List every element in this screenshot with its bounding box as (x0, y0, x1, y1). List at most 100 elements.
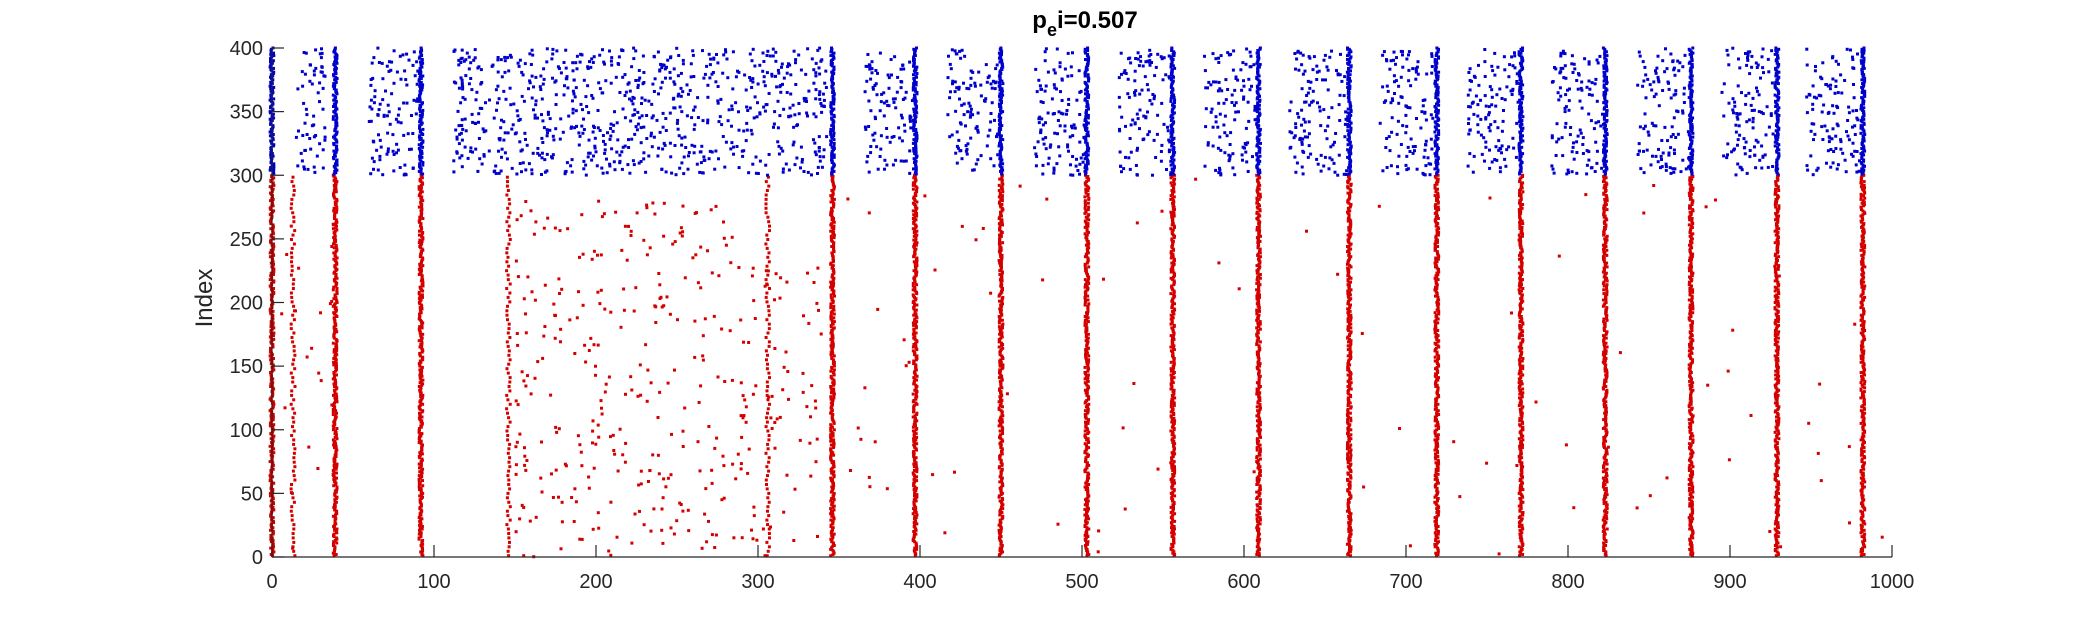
spike-point (1520, 411, 1524, 415)
spike-point (767, 309, 771, 313)
spike-point (830, 497, 834, 500)
spike-point (417, 427, 421, 430)
spike-point (913, 223, 917, 227)
spike-point (506, 273, 510, 277)
spike-point (913, 494, 916, 498)
spike-point (1349, 341, 1353, 345)
spike-point (334, 444, 338, 448)
spike-point (1434, 279, 1438, 283)
spike-point (1085, 528, 1089, 532)
spike-point (998, 421, 1002, 425)
spike-point (334, 343, 338, 346)
spike-point (915, 378, 919, 382)
spike-point (292, 358, 296, 362)
spike-point (1173, 177, 1177, 181)
spike-point (1518, 392, 1522, 396)
spike-point (911, 332, 915, 336)
spike-point (1345, 509, 1349, 513)
spike-point (505, 429, 509, 433)
spike-point (1687, 489, 1691, 493)
spike-point (1347, 340, 1350, 344)
spike-point (765, 246, 769, 250)
spike-point (912, 500, 916, 504)
spike-point (332, 316, 336, 320)
spike-point (1602, 479, 1606, 483)
spike-point (1172, 199, 1175, 203)
spike-point (505, 496, 509, 500)
spike-point (1083, 315, 1087, 318)
spike-point (335, 373, 338, 377)
spike-point (1000, 318, 1004, 322)
spike-point (1171, 430, 1175, 434)
spike-point (1862, 362, 1866, 366)
spike-point (1258, 340, 1262, 344)
spike-point (332, 251, 336, 255)
spike-point (912, 269, 916, 273)
spike-point (1434, 551, 1438, 555)
spike-point (292, 527, 296, 531)
spike-point (911, 227, 915, 231)
spike-point (421, 382, 425, 386)
spike-point (768, 224, 771, 228)
spike-point (915, 283, 919, 287)
spike-point (1256, 321, 1260, 325)
spike-point (1436, 525, 1440, 528)
spike-point (1602, 320, 1606, 324)
spike-point (508, 540, 511, 544)
spike-point (830, 533, 834, 537)
spike-point (292, 549, 296, 553)
spike-point (1433, 175, 1437, 178)
spike-point (1086, 320, 1090, 324)
spike-point (1689, 227, 1693, 231)
spike-point (1774, 369, 1778, 373)
spike-point (1172, 211, 1176, 215)
spike-point (1602, 481, 1606, 485)
spike-point (1085, 526, 1089, 530)
spike-point (1433, 542, 1437, 546)
spike-point (1087, 205, 1091, 209)
spike-point (271, 386, 275, 390)
spike-point (1517, 437, 1521, 441)
spike-point (915, 495, 919, 499)
spike-point (332, 382, 336, 386)
spike-point (1434, 234, 1438, 238)
spike-point (767, 514, 771, 518)
spike-point (829, 295, 833, 299)
spike-point (418, 229, 421, 233)
spike-point (1169, 317, 1173, 321)
spike-point (766, 362, 769, 366)
spike-point (335, 465, 339, 469)
spike-point (998, 364, 1002, 368)
spike-point (421, 479, 424, 483)
spike-point (1688, 303, 1692, 307)
spike-point (1435, 511, 1439, 514)
spike-point (1859, 421, 1863, 425)
spike-point (421, 409, 425, 413)
spike-point (1255, 387, 1259, 391)
spike-point (914, 432, 918, 436)
spike-point (1775, 382, 1779, 386)
spike-point (419, 439, 423, 443)
spike-point (1170, 418, 1174, 422)
spike-point (1258, 447, 1262, 451)
spike-point (420, 527, 424, 531)
spike-point (421, 495, 424, 499)
spike-point (1777, 365, 1780, 369)
spike-point (1256, 363, 1260, 367)
spike-point (292, 540, 296, 544)
spike-point (1346, 460, 1350, 464)
spike-point (767, 371, 771, 375)
spike-point (1083, 195, 1087, 199)
spike-point (1001, 223, 1004, 227)
spike-point (997, 406, 1001, 410)
spike-point (1349, 247, 1353, 251)
spike-point (1257, 393, 1261, 397)
spike-point (1255, 196, 1259, 200)
spike-point (1084, 243, 1088, 247)
spike-point (998, 387, 1001, 391)
spike-point (1086, 439, 1090, 443)
spike-point (1436, 222, 1440, 226)
spike-point (768, 229, 771, 233)
spike-point (291, 211, 295, 215)
spike-point (830, 391, 833, 395)
